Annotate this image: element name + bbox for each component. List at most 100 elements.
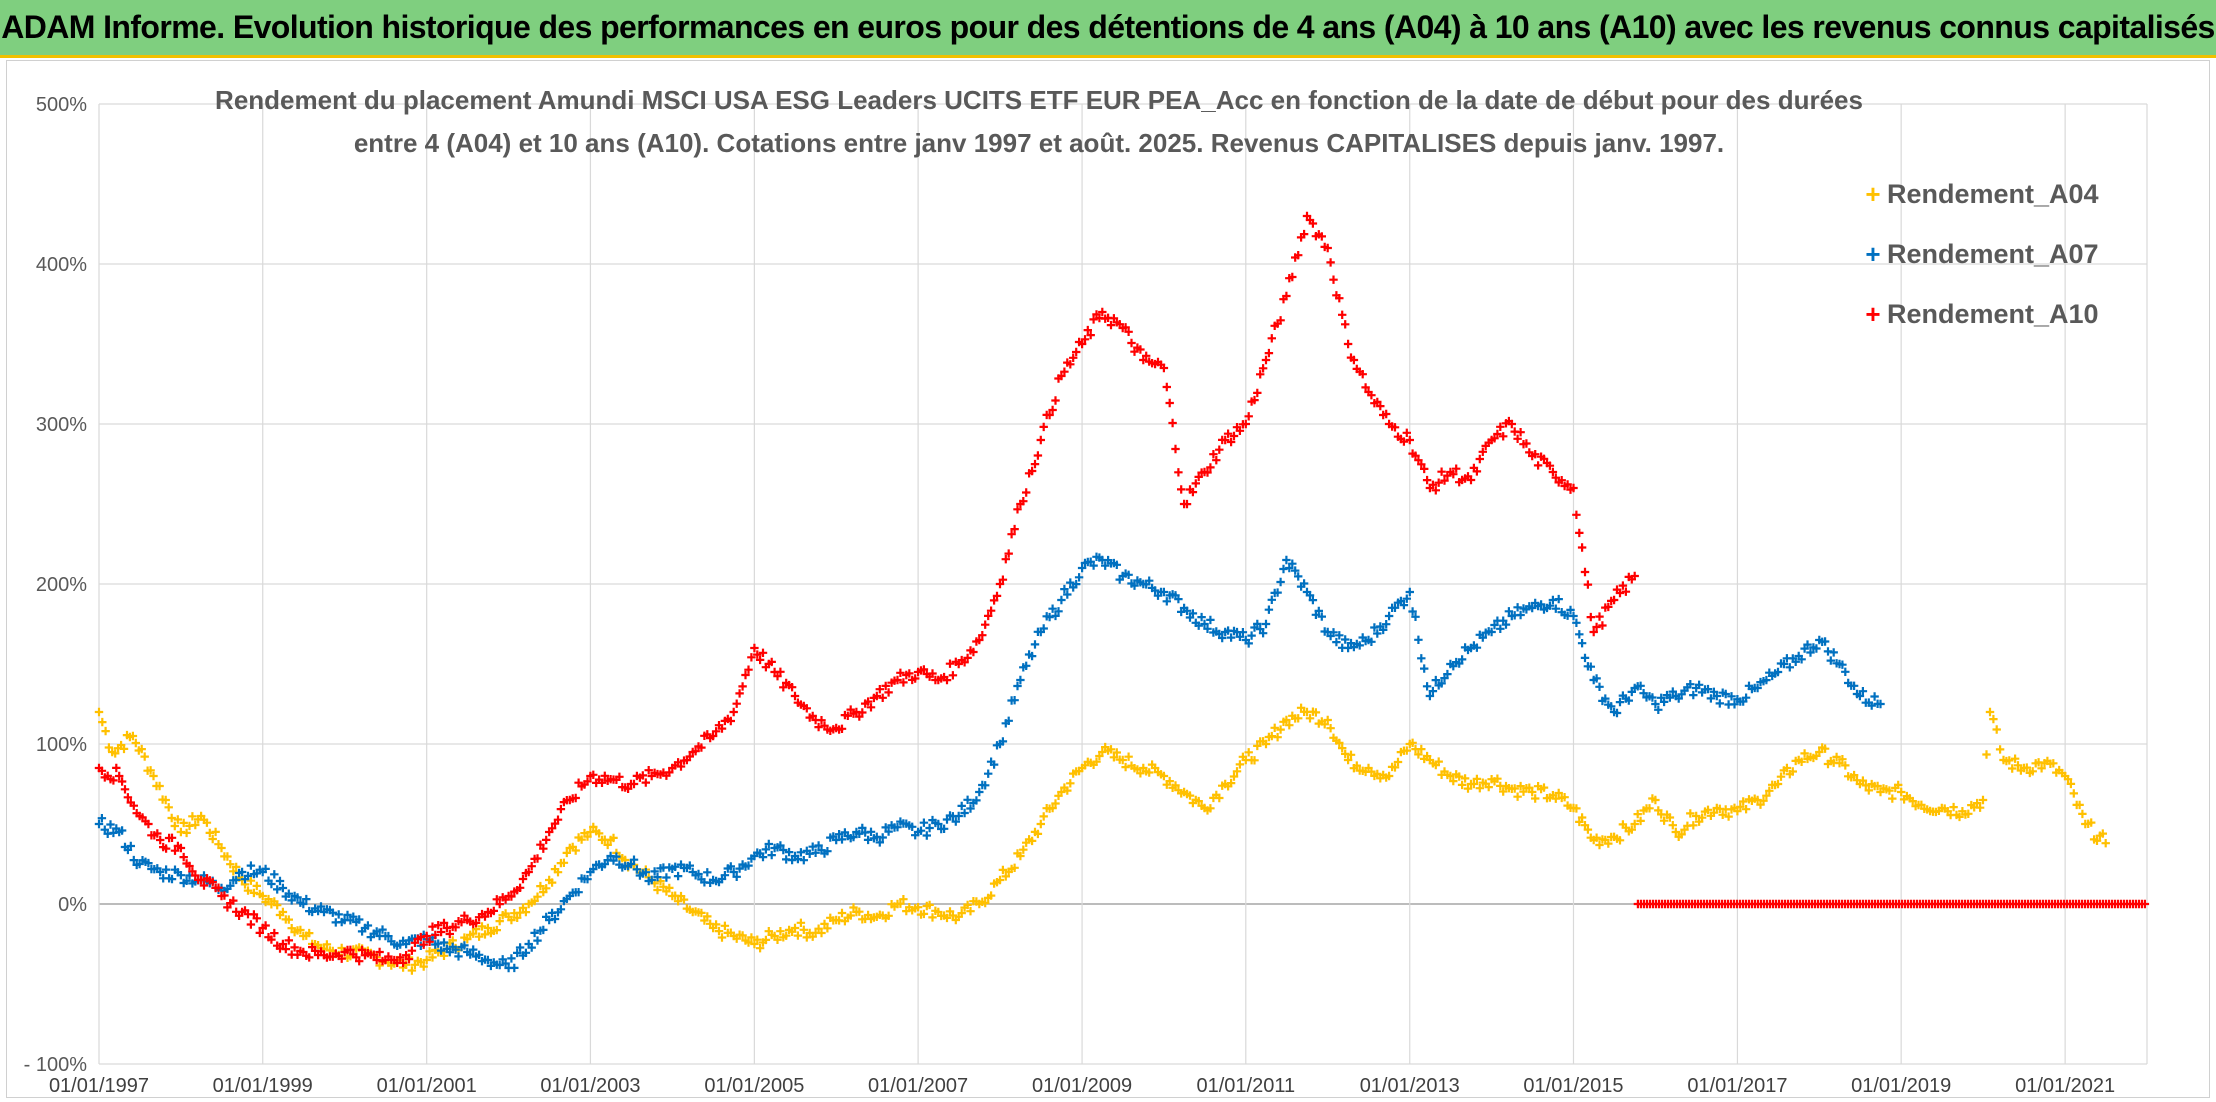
data-point-fill (1311, 708, 1321, 717)
data-point (278, 939, 288, 949)
data-point-fill (1267, 334, 1276, 343)
data-point-fill (1618, 581, 1628, 590)
data-point-fill (1545, 461, 1555, 470)
data-point-fill (1013, 505, 1022, 514)
data-point-fill (232, 862, 241, 872)
data-point (790, 923, 800, 933)
data-point (1733, 807, 1742, 816)
data-point-fill (571, 793, 580, 803)
data-point-fill (1516, 428, 1525, 437)
data-point-fill (1583, 825, 1593, 834)
data-point (1405, 587, 1414, 597)
data-point-fill (644, 766, 653, 775)
data-point-fill (741, 670, 750, 680)
data-point-fill (1063, 590, 1072, 599)
data-point-fill (1393, 757, 1403, 767)
data-point-fill (2098, 829, 2107, 838)
data-point-fill (1411, 612, 1420, 621)
data-point-fill (1142, 351, 1151, 360)
data-point-fill (755, 944, 765, 953)
data-point-fill (267, 879, 276, 889)
data-point-fill (334, 910, 343, 919)
data-point-fill (703, 912, 712, 921)
data-point-fill (243, 886, 253, 895)
legend-label: Rendement_A10 (1887, 299, 2099, 329)
data-point-fill (129, 801, 138, 810)
data-point-fill (1592, 833, 1601, 842)
data-point-fill (1121, 762, 1130, 772)
data-point-fill (1335, 631, 1344, 640)
data-point-fill (817, 716, 826, 725)
data-point-fill (1463, 784, 1473, 793)
data-point-fill (454, 952, 463, 961)
data-point-fill (111, 749, 120, 758)
data-point-fill (428, 922, 437, 931)
data-point-fill (431, 930, 440, 940)
data-point-fill (1267, 595, 1276, 604)
data-point-fill (981, 620, 990, 629)
data-point-fill (908, 822, 917, 831)
data-point-fill (1399, 600, 1409, 610)
data-point-fill (1177, 485, 1186, 494)
data-point (790, 691, 800, 701)
data-point-fill (986, 606, 996, 615)
data-point-fill (445, 929, 454, 939)
data-point-fill (726, 716, 735, 726)
data-point-fill (510, 963, 519, 973)
data-point-fill (1376, 401, 1385, 411)
data-point-fill (425, 947, 434, 956)
data-point (1282, 291, 1291, 301)
data-point-fill (223, 852, 232, 861)
data-point-fill (1101, 561, 1110, 570)
data-point-fill (1048, 604, 1057, 613)
data-point-fill (322, 940, 332, 949)
data-point (1384, 611, 1394, 621)
data-point-fill (252, 881, 261, 891)
data-point-fill (281, 944, 290, 954)
data-point-fill (583, 832, 592, 841)
data-point (1057, 595, 1066, 605)
data-point-fill (1124, 752, 1133, 761)
data-point-fill (720, 871, 730, 880)
data-point-fill (1586, 612, 1595, 622)
data-point-fill (492, 925, 501, 935)
data-point-fill (1759, 796, 1768, 805)
data-point-fill (1788, 767, 1797, 776)
data-point (1528, 787, 1537, 797)
data-point-fill (1223, 429, 1233, 438)
data-point-fill (1457, 655, 1467, 664)
data-point-fill (214, 883, 223, 892)
data-point-fill (1072, 579, 1081, 589)
data-point-fill (1841, 761, 1850, 770)
data-point-fill (375, 947, 384, 957)
data-point-fill (425, 937, 434, 946)
data-point-fill (1493, 429, 1502, 439)
data-point-fill (720, 921, 730, 930)
data-point-fill (1665, 813, 1675, 822)
data-point-fill (823, 847, 832, 856)
data-point-fill (963, 795, 972, 804)
data-point-fill (396, 953, 405, 962)
data-point-fill (1575, 817, 1584, 827)
data-point-fill (255, 928, 264, 938)
data-point-fill (530, 928, 539, 938)
data-point-fill (823, 924, 832, 933)
x-tick-label: 01/01/2009 (1032, 1075, 1132, 1097)
data-point (176, 843, 186, 853)
data-point (94, 707, 104, 717)
data-point-fill (1838, 755, 1847, 764)
data-point-fill (942, 675, 952, 685)
data-point-fill (1019, 845, 1028, 854)
data-point-fill (112, 763, 121, 773)
data-point-fill (542, 884, 551, 893)
data-point-fill (542, 835, 551, 845)
data-point (1609, 595, 1619, 605)
data-point-fill (1575, 630, 1584, 639)
data-point-fill (161, 795, 170, 805)
data-point-fill (858, 823, 867, 833)
data-point-fill (1089, 315, 1098, 324)
data-point-fill (1633, 809, 1642, 819)
data-point-fill (1072, 347, 1081, 357)
data-point-fill (355, 957, 364, 966)
data-point-fill (767, 657, 776, 667)
